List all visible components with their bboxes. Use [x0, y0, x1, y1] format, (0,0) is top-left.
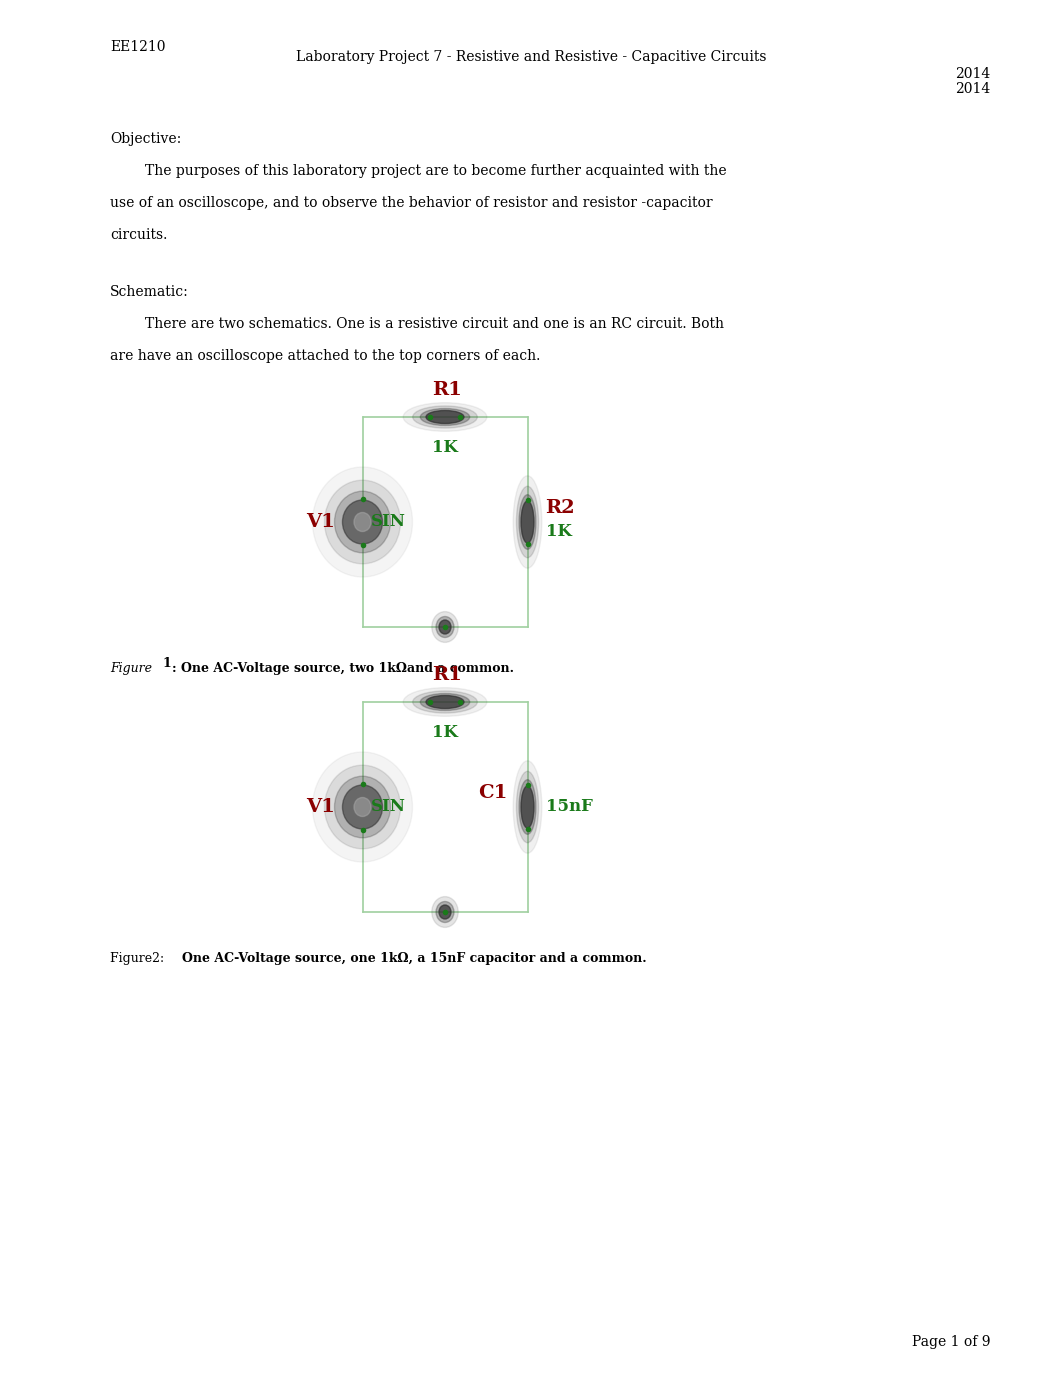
Text: R1: R1	[432, 381, 462, 399]
Ellipse shape	[519, 494, 536, 549]
Text: : One AC-Voltage source, two 1kΩand a common.: : One AC-Voltage source, two 1kΩand a co…	[172, 662, 514, 675]
Text: 1K: 1K	[432, 724, 458, 741]
Ellipse shape	[516, 771, 538, 843]
Text: 1: 1	[162, 657, 171, 671]
Ellipse shape	[404, 402, 486, 431]
Text: R2: R2	[546, 498, 576, 516]
Text: use of an oscilloscope, and to observe the behavior of resistor and resistor -ca: use of an oscilloscope, and to observe t…	[110, 196, 713, 211]
Text: EE1210: EE1210	[110, 40, 166, 54]
Ellipse shape	[436, 617, 453, 638]
Ellipse shape	[325, 481, 400, 563]
Text: circuits.: circuits.	[110, 229, 168, 242]
Ellipse shape	[312, 752, 412, 862]
Text: 2014: 2014	[955, 83, 990, 96]
Text: One AC-Voltage source, one 1kΩ, a 15nF capacitor and a common.: One AC-Voltage source, one 1kΩ, a 15nF c…	[182, 952, 647, 965]
Text: SIN: SIN	[371, 514, 406, 530]
Ellipse shape	[426, 410, 464, 424]
Text: R1: R1	[432, 666, 462, 684]
Ellipse shape	[312, 467, 412, 577]
Ellipse shape	[439, 905, 451, 918]
Ellipse shape	[432, 896, 458, 927]
Text: C1: C1	[478, 784, 508, 801]
Ellipse shape	[404, 687, 486, 716]
Ellipse shape	[426, 695, 464, 709]
Ellipse shape	[343, 500, 382, 544]
Text: are have an oscilloscope attached to the top corners of each.: are have an oscilloscope attached to the…	[110, 348, 541, 364]
Ellipse shape	[413, 691, 477, 713]
Ellipse shape	[421, 409, 469, 425]
Text: The purposes of this laboratory project are to become further acquainted with th: The purposes of this laboratory project …	[110, 164, 726, 178]
Text: Figure2:: Figure2:	[110, 952, 168, 965]
Ellipse shape	[513, 476, 542, 569]
Text: V1: V1	[306, 799, 335, 817]
Text: Schematic:: Schematic:	[110, 285, 189, 299]
Ellipse shape	[343, 785, 382, 829]
Ellipse shape	[413, 406, 477, 428]
Ellipse shape	[432, 611, 458, 643]
Ellipse shape	[521, 501, 534, 543]
Text: There are two schematics. One is a resistive circuit and one is an RC circuit. B: There are two schematics. One is a resis…	[110, 317, 724, 330]
Ellipse shape	[439, 620, 451, 633]
Text: Figure: Figure	[110, 662, 152, 675]
Text: Laboratory Project 7 - Resistive and Resistive - Capacitive Circuits: Laboratory Project 7 - Resistive and Res…	[295, 50, 767, 63]
Ellipse shape	[521, 786, 534, 828]
Ellipse shape	[436, 902, 453, 923]
Text: 1K: 1K	[432, 439, 458, 456]
Text: 1K: 1K	[546, 523, 571, 541]
Ellipse shape	[519, 779, 536, 834]
Text: V1: V1	[306, 514, 335, 532]
Ellipse shape	[421, 694, 469, 711]
Ellipse shape	[354, 797, 371, 817]
Text: Page 1 of 9: Page 1 of 9	[911, 1334, 990, 1349]
Ellipse shape	[335, 492, 391, 552]
Text: SIN: SIN	[371, 799, 406, 815]
Text: 15nF: 15nF	[546, 799, 593, 815]
Ellipse shape	[354, 512, 371, 532]
Ellipse shape	[516, 486, 538, 558]
Text: 2014: 2014	[955, 67, 990, 81]
Text: Objective:: Objective:	[110, 132, 182, 146]
Ellipse shape	[513, 761, 542, 854]
Ellipse shape	[335, 777, 391, 837]
Ellipse shape	[325, 766, 400, 848]
